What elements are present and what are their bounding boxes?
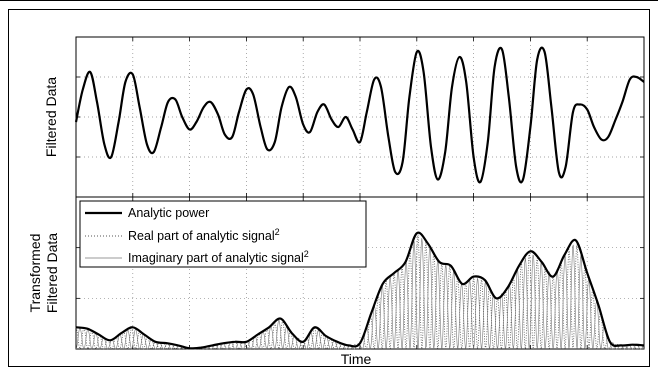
- analytic-power-line: [75, 231, 645, 350]
- bottom-series-layer: [75, 231, 645, 350]
- bottom-ylabel-line-1: Transformed: [27, 234, 43, 313]
- bottom-oscillation-layer: [75, 234, 645, 351]
- superscript-two: 2: [304, 249, 309, 259]
- legend: Analytic power Real part of analytic sig…: [79, 200, 367, 268]
- top-filtered-data-line: [74, 46, 645, 184]
- bottom-ylabel-line-2: Filtered Data: [44, 233, 60, 313]
- top-series-layer: [74, 46, 645, 184]
- legend-box: [79, 200, 367, 268]
- bottom-panel: Transformed Filtered Data Time Analytic …: [27, 196, 645, 367]
- bottom-xlabel: Time: [341, 351, 372, 367]
- legend-label-real-part: Real part of analytic signal2: [128, 227, 280, 243]
- superscript-two: 2: [275, 227, 280, 237]
- top-ylabel: Filtered Data: [43, 77, 59, 157]
- real-part-squared-line: [75, 234, 645, 351]
- legend-label-analytic-power: Analytic power: [128, 206, 209, 220]
- top-panel: Filtered Data: [43, 36, 645, 198]
- figure-frame: [8, 9, 650, 367]
- imaginary-part-squared-line: [75, 238, 645, 350]
- legend-label-imaginary-part: Imaginary part of analytic signal2: [128, 249, 309, 265]
